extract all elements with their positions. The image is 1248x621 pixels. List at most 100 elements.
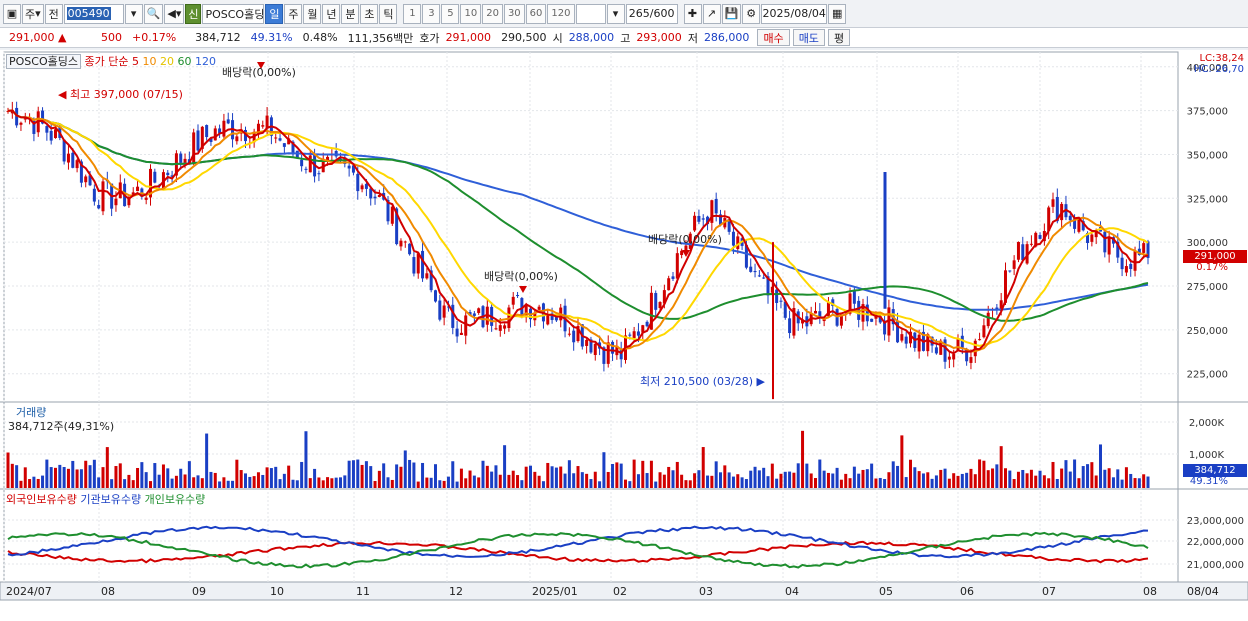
candle-body: [731, 231, 735, 246]
period-dropdown[interactable]: 주 ▾: [22, 3, 44, 24]
volume-bar: [408, 459, 412, 488]
candle-body: [84, 176, 88, 183]
candle-body: [1103, 231, 1107, 253]
volume-bar: [524, 466, 528, 488]
volume-bar: [896, 465, 900, 488]
custom-interval-input[interactable]: [575, 3, 606, 24]
eval-button[interactable]: 평: [827, 29, 851, 46]
chart-canvas[interactable]: 400,000 375,000 350,000 325,000 300,000 275,0…: [0, 50, 1248, 621]
minute-option-20[interactable]: 20: [482, 3, 503, 24]
candle-body: [477, 308, 481, 313]
tab-second[interactable]: 초: [360, 3, 379, 24]
volume-bar: [304, 431, 308, 488]
candle-body: [421, 250, 425, 279]
tab-minute[interactable]: 분: [341, 3, 360, 24]
candle-body: [395, 208, 399, 245]
candle-body: [576, 326, 580, 342]
minute-option-5[interactable]: 5: [441, 3, 460, 24]
volume-bar: [209, 471, 213, 488]
volume-bar: [248, 476, 252, 488]
candle-body: [904, 336, 908, 344]
volume-bar: [550, 466, 554, 488]
speaker-icon[interactable]: ◀▾: [164, 3, 185, 24]
volume-bar: [1012, 479, 1016, 488]
gear-icon[interactable]: ⚙: [742, 3, 761, 24]
tab-weekly[interactable]: 주: [284, 3, 303, 24]
tab-tick[interactable]: 틱: [379, 3, 398, 24]
crosshair-icon[interactable]: ✚: [683, 3, 702, 24]
sell-button[interactable]: 매도: [792, 29, 825, 46]
candle-body: [1029, 243, 1033, 245]
tab-monthly[interactable]: 월: [303, 3, 322, 24]
quote-bar: 291,000 ▲ 500 +0.17% 384,712 49.31% 0.48…: [0, 28, 1248, 48]
volume-bar: [563, 473, 567, 488]
new-badge[interactable]: 신: [185, 3, 202, 24]
volume-bar: [719, 472, 722, 488]
volume-bar: [1116, 469, 1120, 488]
volume-bar: [533, 471, 537, 488]
volume-bar: [45, 459, 49, 488]
minute-option-10[interactable]: 10: [460, 3, 482, 24]
candle-body: [6, 110, 10, 112]
candle-body: [1090, 234, 1094, 242]
volume-bar: [54, 467, 57, 488]
save-icon[interactable]: 💾: [721, 3, 742, 24]
search-icon[interactable]: 🔍: [143, 3, 164, 24]
candle-body: [887, 307, 891, 336]
volume-bar: [1129, 473, 1133, 488]
volume-bar: [537, 475, 541, 488]
drawing-tool-icon[interactable]: ↗: [702, 3, 721, 24]
volume-bar: [632, 459, 636, 488]
calendar-icon[interactable]: ▦: [828, 3, 847, 24]
volume-bar: [1137, 478, 1141, 488]
volume-bar: [213, 472, 217, 488]
minute-option-60[interactable]: 60: [525, 3, 547, 24]
volume-bar: [377, 470, 381, 488]
candle-body: [235, 136, 239, 142]
candle-body: [196, 130, 200, 151]
volume-bar: [589, 479, 593, 488]
price-legend: POSCO홀딩스 종가 단순 5 10 20 60 120: [6, 53, 216, 69]
volume-bar: [88, 465, 92, 488]
date-input[interactable]: 2025/08/04: [761, 3, 828, 24]
volume-bar: [1016, 471, 1020, 488]
volume-bar: [386, 477, 390, 488]
volume-bar: [999, 446, 1003, 488]
candle-body: [727, 219, 731, 232]
volume-bar: [326, 477, 330, 488]
volume-bar: [373, 481, 377, 488]
candle-body: [766, 276, 770, 296]
tab-daily[interactable]: 일: [265, 3, 284, 24]
candle-body: [792, 308, 796, 336]
candle-body: [114, 198, 118, 206]
minute-option-3[interactable]: 3: [422, 3, 441, 24]
turnover-pct: 0.48%: [302, 31, 338, 44]
candle-body: [468, 312, 472, 316]
candle-body: [818, 311, 822, 319]
price-tick-label: 300,000: [1187, 238, 1228, 249]
volume-bar: [516, 475, 520, 488]
bar-count-field[interactable]: 265/600: [625, 3, 678, 24]
chart-menu-icon[interactable]: ▣: [3, 3, 21, 24]
code-dropdown-icon[interactable]: ▾: [124, 3, 143, 24]
buy-button[interactable]: 매수: [757, 29, 790, 46]
candle-body: [680, 250, 684, 256]
prev-button[interactable]: 전: [44, 3, 63, 24]
legend-stock-name[interactable]: POSCO홀딩스: [6, 54, 81, 69]
candle-body: [339, 158, 342, 160]
candle-body: [865, 304, 869, 322]
stock-code-input[interactable]: 005490: [63, 3, 124, 24]
minute-option-1[interactable]: 1: [403, 3, 422, 24]
candle-body: [1004, 270, 1007, 303]
volume-bar: [494, 465, 498, 488]
volume-bar: [714, 461, 718, 488]
volume-bar: [697, 470, 701, 488]
volume-bar: [684, 480, 688, 488]
volume-bar: [900, 435, 904, 488]
interval-dropdown-icon[interactable]: ▾: [606, 3, 625, 24]
candle-body: [351, 165, 355, 173]
minute-option-30[interactable]: 30: [503, 3, 525, 24]
chart-area[interactable]: 400,000 375,000 350,000 325,000 300,000 275,0…: [0, 50, 1248, 621]
tab-yearly[interactable]: 년: [322, 3, 341, 24]
minute-option-120[interactable]: 120: [547, 3, 575, 24]
